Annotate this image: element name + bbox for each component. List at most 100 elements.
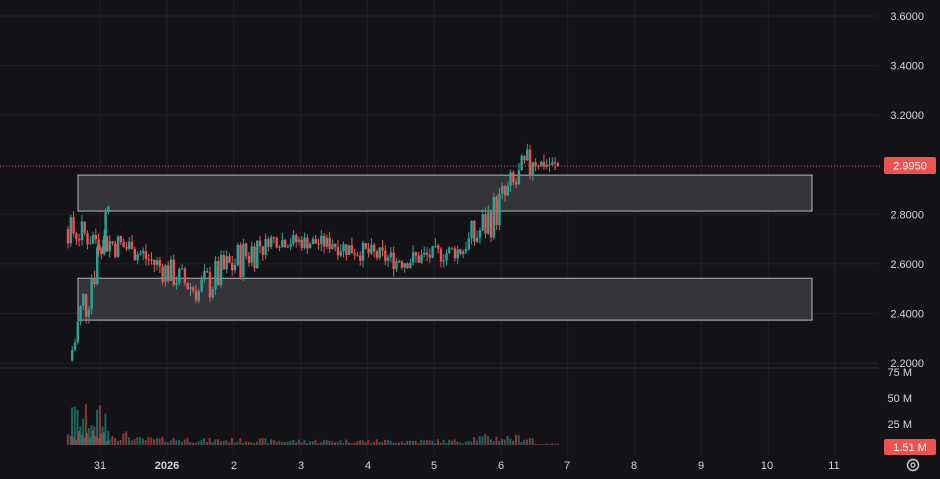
volume-bar xyxy=(381,442,384,445)
candle-body xyxy=(242,243,245,277)
volume-bar xyxy=(239,437,242,445)
candle-body xyxy=(492,196,496,238)
volume-bar xyxy=(523,439,526,445)
volume-bar xyxy=(442,439,445,445)
volume-bar xyxy=(478,436,481,445)
candle-body xyxy=(334,244,337,248)
volume-bar xyxy=(481,436,484,445)
candle-body xyxy=(161,266,164,282)
volume-bar xyxy=(331,441,334,445)
candle-body xyxy=(197,291,201,301)
candle-body xyxy=(101,246,105,250)
volume-bar xyxy=(107,431,110,445)
volume-bar xyxy=(526,439,529,445)
candle-body xyxy=(269,237,273,247)
candle-body xyxy=(178,268,181,283)
volume-bar xyxy=(456,441,459,445)
volume-bar xyxy=(133,439,136,445)
candle-body xyxy=(520,155,523,170)
zone-box xyxy=(77,277,813,321)
volume-bar xyxy=(336,442,339,445)
candle-body xyxy=(484,214,487,234)
candle-body xyxy=(267,239,270,247)
price-tick-label: 3.4000 xyxy=(890,61,924,73)
volume-bar xyxy=(551,443,554,445)
candle-body xyxy=(278,247,281,249)
volume-bar xyxy=(253,443,256,445)
candle-body xyxy=(306,237,309,249)
price-axis: 3.6000 3.4000 3.2000 2.8000 2.6000 2.4000 2.20… xyxy=(890,11,924,370)
candle-body xyxy=(434,245,437,247)
volume-bar xyxy=(392,442,395,445)
volume-bar xyxy=(350,443,353,445)
price-tick-label: 3.2000 xyxy=(890,110,924,122)
candle-body xyxy=(107,206,110,211)
volume-bar xyxy=(484,434,487,445)
candle-body xyxy=(487,212,490,234)
candle-body xyxy=(528,149,532,176)
candle-body xyxy=(534,162,537,167)
candle-body xyxy=(194,290,198,301)
candle-body xyxy=(395,261,398,270)
volume-bar xyxy=(97,438,100,445)
volume-bar xyxy=(175,440,178,445)
volume-bar xyxy=(308,441,311,445)
candle-body xyxy=(76,321,79,343)
volume-bar xyxy=(278,441,281,445)
volume-bar xyxy=(71,407,73,445)
candle-body xyxy=(336,247,340,256)
volume-tick-label: 25 M xyxy=(888,419,912,431)
candle-body xyxy=(370,244,373,254)
volume-bar xyxy=(205,441,208,445)
volume-bar xyxy=(517,435,520,445)
candle-body xyxy=(169,259,173,281)
volume-bar xyxy=(283,441,286,445)
volume-bar xyxy=(537,444,540,445)
candle-body xyxy=(247,255,251,263)
candle-body xyxy=(153,259,156,265)
candle-body xyxy=(498,193,501,226)
volume-bar xyxy=(403,442,406,445)
volume-bar xyxy=(66,434,69,445)
candle-body xyxy=(119,236,123,243)
candle-body xyxy=(89,243,92,245)
price-tick-label: 2.6000 xyxy=(890,259,924,271)
volume-bar xyxy=(108,439,111,445)
volume-bar xyxy=(105,440,108,445)
candle-body xyxy=(289,243,292,247)
volume-bar xyxy=(141,438,144,445)
candle-body xyxy=(100,250,103,254)
candle-body xyxy=(231,262,234,271)
time-tick-label: 9 xyxy=(698,460,704,472)
volume-bar xyxy=(317,443,320,445)
volume-bar xyxy=(167,442,169,445)
candle-body xyxy=(322,235,326,247)
candle-body xyxy=(86,233,89,245)
candle-body xyxy=(158,260,162,267)
time-tick-label: 2026 xyxy=(155,460,179,472)
candle-body xyxy=(130,241,134,249)
candle-body xyxy=(189,287,192,290)
time-tick-label: 4 xyxy=(365,460,371,472)
gear-icon[interactable] xyxy=(906,458,920,472)
candle-body xyxy=(87,309,91,317)
zone-box xyxy=(77,174,813,212)
volume-bar xyxy=(503,439,506,445)
volume-bar xyxy=(311,441,314,445)
candle-body xyxy=(281,239,284,248)
volume-bar xyxy=(334,442,336,445)
candle-body xyxy=(459,249,462,254)
time-tick-label: 8 xyxy=(631,460,637,472)
candle-body xyxy=(69,217,72,244)
candle-body xyxy=(66,229,70,244)
volume-axis: 75 M 50 M 25 M xyxy=(888,367,912,431)
volume-bar xyxy=(520,441,523,445)
volume-bar xyxy=(322,440,325,445)
candle-body xyxy=(73,342,77,351)
volume-tick-label: 50 M xyxy=(888,393,912,405)
volume-bar xyxy=(306,443,309,445)
volume-bar xyxy=(82,418,85,445)
volume-bar xyxy=(86,433,89,445)
volume-bar xyxy=(292,440,295,445)
